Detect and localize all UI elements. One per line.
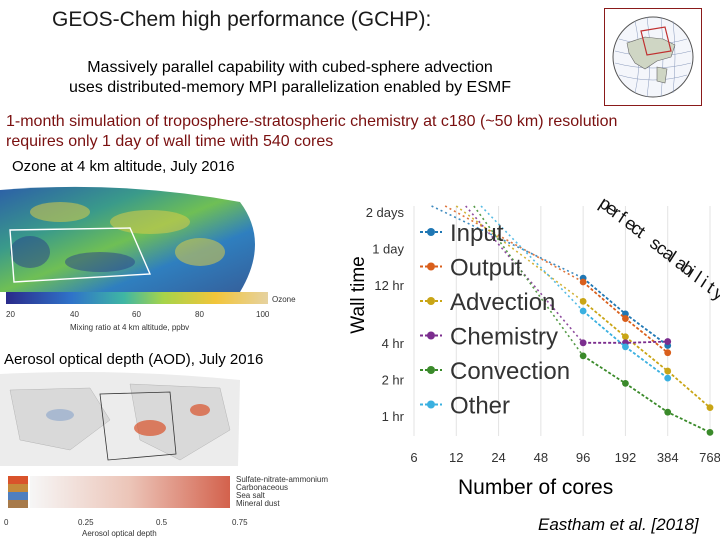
ozone-region-outline [9,227,152,283]
legend-marker [427,366,435,374]
data-point [664,408,672,416]
aod-legend-swatch [8,484,28,492]
ozone-colorbar [6,292,268,304]
x-tick-label: 24 [491,450,505,465]
legend-label: Chemistry [450,324,558,351]
series-extension-line [444,205,584,283]
chart-plot-area [408,206,716,436]
legend-marker [427,331,435,340]
x-tick-label: 12 [449,450,463,465]
data-point [579,278,587,286]
data-point [579,307,587,315]
aod-axis-tick: 0.5 [156,518,168,527]
data-point [706,404,714,411]
y-tick-label: 12 hr [374,278,404,293]
aod-map-panel: Sulfate-nitrate-ammonium Carbonaceous Se… [0,372,328,538]
subtitle-line-1: Massively parallel capability with cubed… [87,59,493,76]
ozone-colorbar-label: Ozone [272,295,296,304]
y-tick-label: 2 hr [382,373,405,388]
legend-label: Input [450,220,504,247]
aod-legend-swatch [8,500,28,508]
aod-legend-swatch [8,476,28,484]
series-extension-line [455,205,584,303]
legend-label: Convection [450,358,570,385]
data-point [664,338,672,345]
subtitle: Massively parallel capability with cubed… [30,58,550,98]
y-tick-label: 4 hr [382,336,405,351]
legend-label: Advection [450,289,555,316]
aod-colorbar [30,476,230,508]
x-tick-label: 384 [657,450,679,465]
y-axis-label: Wall time [348,256,369,333]
legend-label: Output [450,255,522,282]
series-extension-line [473,205,584,357]
x-tick-label: 768 [699,450,720,465]
legend-marker [427,262,435,271]
page-title: GEOS-Chem high performance (GCHP): [52,8,432,31]
citation: Eastham et al. [2018] [538,515,699,534]
scaling-chart: 6 12 24 48 96 192 384 768 1 hr 2 hr 4 hr 12 hr 1 da… [366,196,720,465]
aod-legend-label: Mineral dust [236,499,280,508]
highlight-line-1: 1-month simulation of troposphere-strato… [6,113,618,130]
highlight-line-2: requires only 1 day of wall time with 54… [6,133,334,150]
x-tick-label: 96 [576,450,590,465]
aod-axis-tick: 0.25 [78,518,94,527]
aod-legend-label: Sulfate-nitrate-ammonium [236,475,328,484]
y-axis-label-box: Wall time [348,256,369,333]
subtitle-line-2: uses distributed-memory MPI parallelizat… [69,79,511,96]
ozone-colorbar-tick: 80 [195,310,204,319]
ozone-colorbar-tick: 20 [6,310,15,319]
legend-label: Other [450,393,510,420]
data-point [622,343,629,351]
legend-marker [427,400,435,409]
series-line [582,355,711,434]
x-tick-label: 192 [615,450,637,465]
data-point [579,339,587,347]
y-tick-label: 1 day [372,242,404,257]
data-point [622,333,629,341]
y-tick-label: 2 days [366,205,405,220]
x-tick-label: 6 [410,450,417,465]
data-point [622,379,629,387]
data-point [664,374,672,382]
x-tick-label: 48 [534,450,548,465]
ozone-map-panel: Ozone 20 40 60 80 100 Mixing ratio at 4 … [0,186,296,332]
ozone-colorbar-tick: 40 [70,310,79,319]
data-point [622,310,629,318]
ozone-colorbar-tick: 60 [132,310,141,319]
aod-legend-swatch [8,492,28,500]
cubed-sphere-globe-icon [604,8,702,106]
data-point [664,367,672,375]
aod-axis-title: Aerosol optical depth [82,529,157,538]
x-axis-label: Number of cores [458,476,614,499]
data-point [664,349,672,357]
aod-legend-label: Carbonaceous [236,483,288,492]
aod-legend-label: Sea salt [236,491,266,500]
series-line [582,300,711,409]
data-point [579,297,587,305]
data-point [622,315,629,322]
highlight-text: 1-month simulation of troposphere-strato… [6,112,617,152]
data-point [706,428,714,436]
aod-region-outline [99,391,177,461]
ozone-caption: Ozone at 4 km altitude, July 2016 [12,158,235,175]
ozone-colorbar-tick: 100 [256,310,270,319]
aod-axis-tick: 0 [4,518,9,527]
legend-marker [427,228,435,236]
aod-axis-tick: 0.75 [232,518,248,527]
scalability-char: y [710,283,720,305]
ozone-colorbar-title: Mixing ratio at 4 km altitude, ppbv [70,323,189,332]
aod-caption: Aerosol optical depth (AOD), July 2016 [4,351,264,368]
data-point [579,352,587,360]
y-tick-label: 1 hr [382,409,405,424]
legend-marker [427,297,435,305]
